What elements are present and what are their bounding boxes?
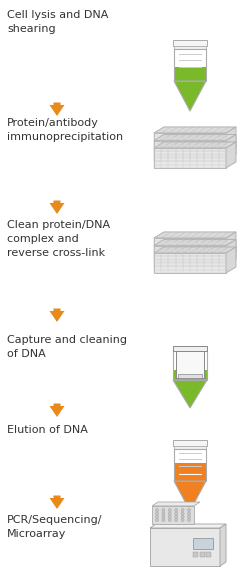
Bar — [194, 539, 213, 549]
Circle shape — [156, 515, 158, 518]
Polygon shape — [173, 346, 207, 351]
Bar — [174, 449, 206, 481]
Bar — [154, 148, 226, 168]
Polygon shape — [226, 240, 236, 265]
Circle shape — [188, 512, 190, 515]
Polygon shape — [173, 40, 207, 46]
Bar — [152, 506, 194, 524]
Polygon shape — [154, 240, 236, 246]
Bar — [154, 238, 226, 258]
Bar — [176, 351, 204, 378]
Circle shape — [181, 515, 184, 518]
Text: PCR/Sequencing/
Microarray: PCR/Sequencing/ Microarray — [7, 515, 102, 539]
Bar — [154, 141, 226, 161]
Circle shape — [181, 509, 184, 512]
Polygon shape — [220, 524, 226, 566]
Polygon shape — [50, 308, 64, 322]
Polygon shape — [174, 446, 206, 449]
Circle shape — [175, 512, 178, 515]
Circle shape — [156, 519, 158, 522]
Circle shape — [162, 509, 165, 512]
Polygon shape — [150, 524, 226, 528]
Circle shape — [175, 519, 178, 522]
Polygon shape — [174, 481, 206, 511]
Bar — [173, 350, 207, 380]
Circle shape — [168, 515, 171, 518]
Circle shape — [188, 519, 190, 522]
Polygon shape — [174, 81, 206, 111]
Bar — [154, 246, 226, 265]
Polygon shape — [226, 247, 236, 273]
Circle shape — [168, 519, 171, 522]
Polygon shape — [174, 46, 206, 49]
Circle shape — [188, 509, 190, 512]
Circle shape — [162, 519, 165, 522]
Polygon shape — [50, 200, 64, 214]
Circle shape — [175, 515, 178, 518]
Text: Protein/antibody
immunoprecipitation: Protein/antibody immunoprecipitation — [7, 118, 123, 142]
Circle shape — [156, 509, 158, 512]
Polygon shape — [154, 135, 236, 141]
Bar — [173, 370, 207, 380]
Bar — [200, 552, 204, 557]
Polygon shape — [226, 232, 236, 258]
Text: Elution of DNA: Elution of DNA — [7, 425, 88, 435]
Polygon shape — [50, 496, 64, 509]
Text: Cell lysis and DNA
shearing: Cell lysis and DNA shearing — [7, 10, 108, 34]
Polygon shape — [154, 247, 236, 253]
Bar — [178, 374, 202, 378]
Polygon shape — [226, 142, 236, 168]
Bar — [174, 464, 206, 481]
Bar — [154, 133, 226, 153]
Circle shape — [181, 512, 184, 515]
Circle shape — [175, 509, 178, 512]
Bar — [154, 253, 226, 273]
Bar — [174, 67, 206, 81]
Circle shape — [181, 519, 184, 522]
Circle shape — [156, 512, 158, 515]
Circle shape — [188, 515, 190, 518]
Polygon shape — [226, 127, 236, 153]
Polygon shape — [154, 232, 236, 238]
Text: Capture and cleaning
of DNA: Capture and cleaning of DNA — [7, 335, 127, 359]
Circle shape — [168, 509, 171, 512]
Bar — [206, 552, 211, 557]
Polygon shape — [173, 440, 207, 446]
Polygon shape — [226, 135, 236, 161]
Text: Clean protein/DNA
complex and
reverse cross-link: Clean protein/DNA complex and reverse cr… — [7, 220, 110, 258]
Circle shape — [162, 512, 165, 515]
Polygon shape — [50, 103, 64, 116]
Polygon shape — [154, 127, 236, 133]
Circle shape — [168, 512, 171, 515]
Circle shape — [162, 515, 165, 518]
Polygon shape — [50, 404, 64, 417]
Polygon shape — [154, 142, 236, 148]
Polygon shape — [173, 380, 207, 408]
Polygon shape — [152, 502, 200, 506]
Bar — [150, 528, 220, 566]
Bar — [194, 552, 198, 557]
Bar — [174, 49, 206, 81]
